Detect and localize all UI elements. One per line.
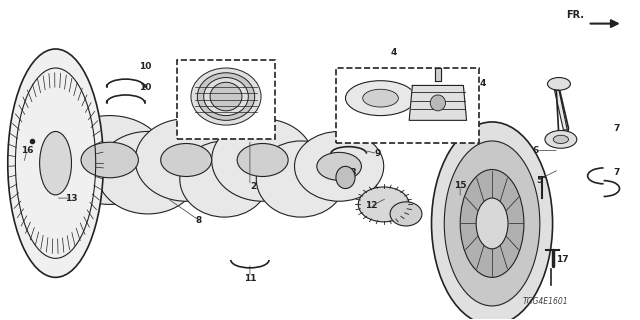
Ellipse shape [191, 68, 261, 125]
Text: 4: 4 [390, 48, 396, 57]
Polygon shape [554, 90, 567, 130]
Ellipse shape [294, 132, 384, 201]
Text: 15: 15 [454, 181, 467, 190]
Text: 17: 17 [556, 255, 568, 264]
Ellipse shape [547, 77, 570, 90]
Text: 2: 2 [250, 182, 256, 191]
Ellipse shape [431, 122, 552, 320]
Text: 6: 6 [532, 146, 538, 155]
Text: 5: 5 [537, 176, 543, 185]
Polygon shape [435, 68, 441, 81]
Ellipse shape [52, 116, 167, 204]
Ellipse shape [197, 73, 255, 120]
Ellipse shape [180, 141, 269, 217]
Ellipse shape [363, 89, 398, 107]
Text: 7: 7 [613, 168, 620, 177]
Text: 10: 10 [139, 83, 151, 92]
Ellipse shape [460, 170, 524, 277]
Text: 3: 3 [352, 68, 358, 77]
Text: 12: 12 [365, 202, 377, 211]
Text: 13: 13 [65, 194, 77, 203]
Text: 11: 11 [244, 275, 256, 284]
Ellipse shape [97, 132, 199, 214]
Ellipse shape [553, 135, 568, 143]
Ellipse shape [336, 166, 355, 188]
Ellipse shape [256, 141, 346, 217]
Ellipse shape [358, 187, 409, 222]
Ellipse shape [444, 141, 540, 306]
Ellipse shape [346, 81, 415, 116]
Ellipse shape [8, 49, 103, 277]
Ellipse shape [81, 142, 138, 178]
Text: 4: 4 [479, 79, 486, 88]
Ellipse shape [237, 143, 288, 177]
Ellipse shape [390, 202, 422, 226]
Ellipse shape [317, 152, 362, 180]
Ellipse shape [212, 119, 314, 201]
Polygon shape [409, 85, 467, 120]
Ellipse shape [40, 132, 72, 195]
Text: 9: 9 [374, 149, 381, 158]
Text: 16: 16 [20, 146, 33, 155]
Bar [177, 60, 275, 140]
Text: 10: 10 [139, 62, 151, 71]
Text: 1: 1 [467, 125, 473, 134]
Text: 8: 8 [196, 216, 202, 225]
Text: 7: 7 [613, 124, 620, 133]
Ellipse shape [135, 119, 237, 201]
Ellipse shape [430, 95, 445, 111]
Ellipse shape [476, 198, 508, 249]
Ellipse shape [210, 82, 242, 111]
Ellipse shape [204, 77, 248, 116]
Ellipse shape [161, 143, 212, 177]
Bar [336, 68, 479, 142]
Ellipse shape [545, 131, 577, 148]
Text: TGG4E1601: TGG4E1601 [523, 297, 568, 306]
Text: FR.: FR. [566, 11, 584, 20]
Text: 18: 18 [344, 168, 357, 177]
